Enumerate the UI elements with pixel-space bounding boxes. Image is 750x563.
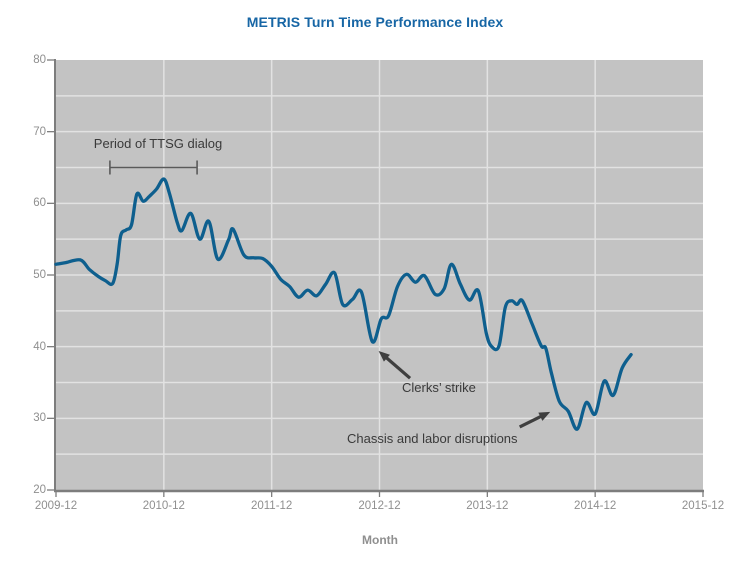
performance-index-line: [54, 177, 633, 431]
x-tick-label: 2014-12: [574, 500, 617, 512]
annotation-clerks-strike-label: Clerks’ strike: [402, 380, 476, 395]
y-tick-label: 20: [33, 484, 46, 496]
x-tick-label: 2009-12: [34, 500, 78, 512]
y-tick-label: 40: [33, 340, 46, 353]
x-tick-label: 2013-12: [466, 500, 509, 512]
x-tick-label: 2011-12: [250, 500, 293, 512]
y-tick-label: 30: [33, 412, 46, 425]
y-tick-label: 70: [33, 125, 46, 138]
y-tick-label: 60: [33, 197, 46, 210]
annotation-arrow-head-clerks-strike: [378, 350, 390, 362]
x-tick-label: 2012-12: [358, 500, 401, 512]
annotation-arrow-head-chassis-labor: [538, 411, 551, 421]
x-axis-title: Month: [362, 533, 398, 547]
x-tick-label: 2010-12: [142, 500, 185, 512]
annotation-chassis-labor-label: Chassis and labor disruptions: [347, 431, 518, 446]
annotation-ttsg-dialog-label: Period of TTSG dialog: [93, 136, 223, 151]
y-tick-label: 50: [33, 269, 46, 281]
annotation-arrow-shaft-clerks-strike: [384, 355, 412, 380]
y-tick-label: 80: [33, 54, 46, 66]
annotation-arrow-shaft-chassis-labor: [518, 414, 543, 429]
annotation-bracket-ttsg-dialog: [109, 160, 198, 175]
chart-title: METRIS Turn Time Performance Index: [246, 14, 504, 30]
x-tick-label: 2015-12: [681, 500, 725, 512]
